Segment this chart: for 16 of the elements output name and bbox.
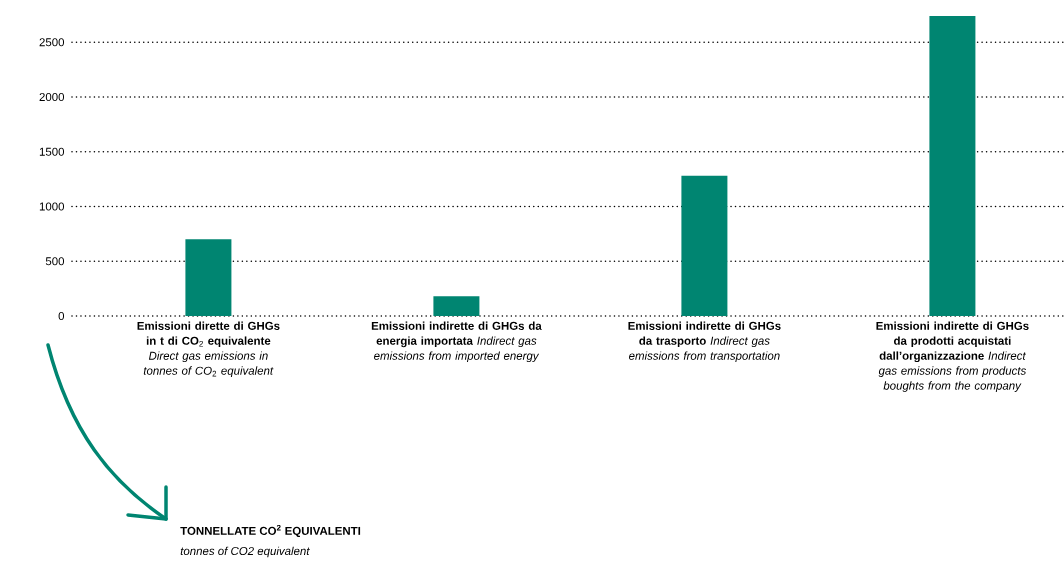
bar [681,175,728,316]
bar [433,296,480,316]
x-tick-label: Emissioni dirette di GHGs in t di CO$_{2}$ equivalente Direct gas emissions in tonnes of CO$_{2}$ equivalent [137,321,280,378]
x-tick-label: Emissioni indirette di GHGs da trasporto Indirect gas emissions from transportation [628,321,781,363]
text: tonnes of CO2 equivalent [180,546,310,558]
y-tick-label: 2000 [39,92,65,102]
y-tick-label: 0 [58,311,65,321]
bar [185,239,232,316]
y-tick-label: 1500 [39,147,65,156]
text: TONNELLATE CO$^{2}$ EQUIVALENTI [180,524,361,538]
x-tick-label: Emissioni indirette di GHGs da prodotti acquistati dall’organizzazione Indirect gas emissions from products boughts from the company [876,321,1029,392]
y-tick-label: 500 [45,257,65,266]
y-tick-label: 1000 [39,202,65,211]
bar [929,15,976,316]
y-tick-label: 2500 [39,38,65,47]
x-tick-label: Emissioni indirette di GHGs da energia importata Indirect gas emissions from imported energy [371,321,542,363]
